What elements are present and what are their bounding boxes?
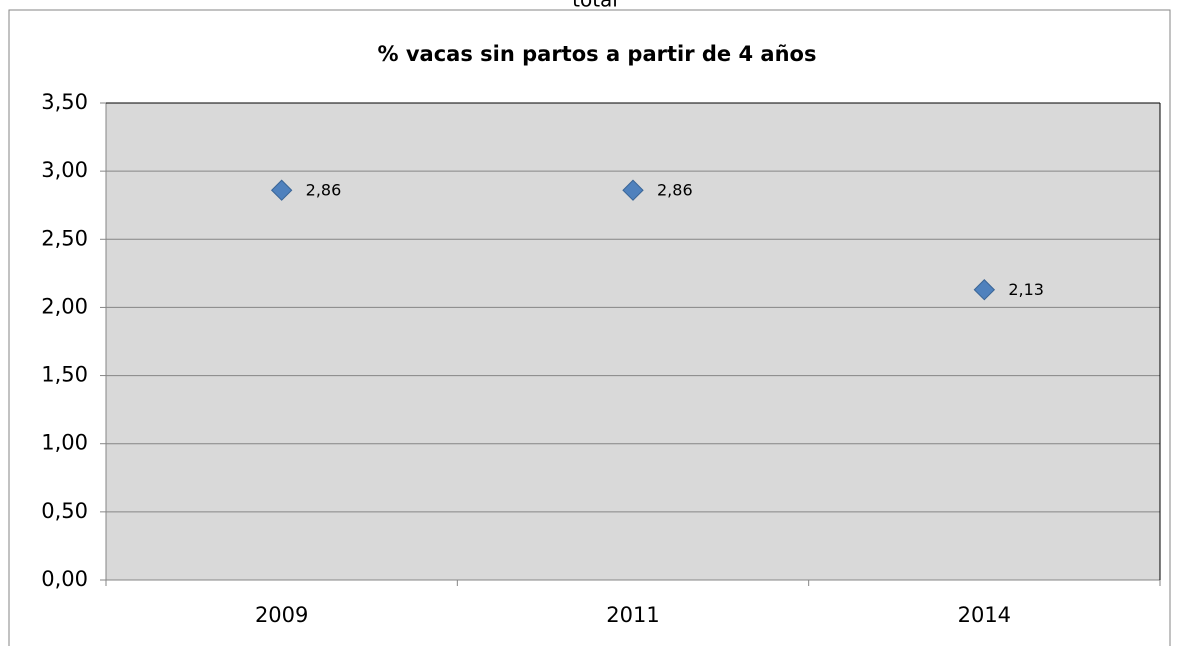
data-label: 2,86: [657, 181, 693, 200]
y-tick-label: 1,50: [41, 363, 88, 387]
x-tick-label: 2011: [606, 603, 659, 627]
chart-title: % vacas sin partos a partir de 4 años: [378, 42, 817, 66]
y-tick-label: 3,00: [41, 158, 88, 182]
marker: [622, 179, 644, 201]
data-label: 2,13: [1008, 280, 1044, 299]
y-tick-label: 0,50: [41, 499, 88, 523]
y-tick-label: 1,00: [41, 431, 88, 455]
y-tick-label: 2,00: [41, 294, 88, 318]
plot-area: [106, 103, 1160, 580]
marker: [973, 279, 996, 301]
y-tick-label: 2,50: [41, 226, 88, 250]
top-text: total: [572, 0, 618, 12]
data-label: 2,86: [306, 181, 342, 200]
y-tick-label: 0,00: [41, 567, 88, 591]
x-tick-label: 2014: [958, 603, 1011, 627]
x-tick-label: 2009: [255, 603, 308, 627]
y-tick-label: 3,50: [41, 90, 88, 114]
marker: [270, 179, 293, 201]
